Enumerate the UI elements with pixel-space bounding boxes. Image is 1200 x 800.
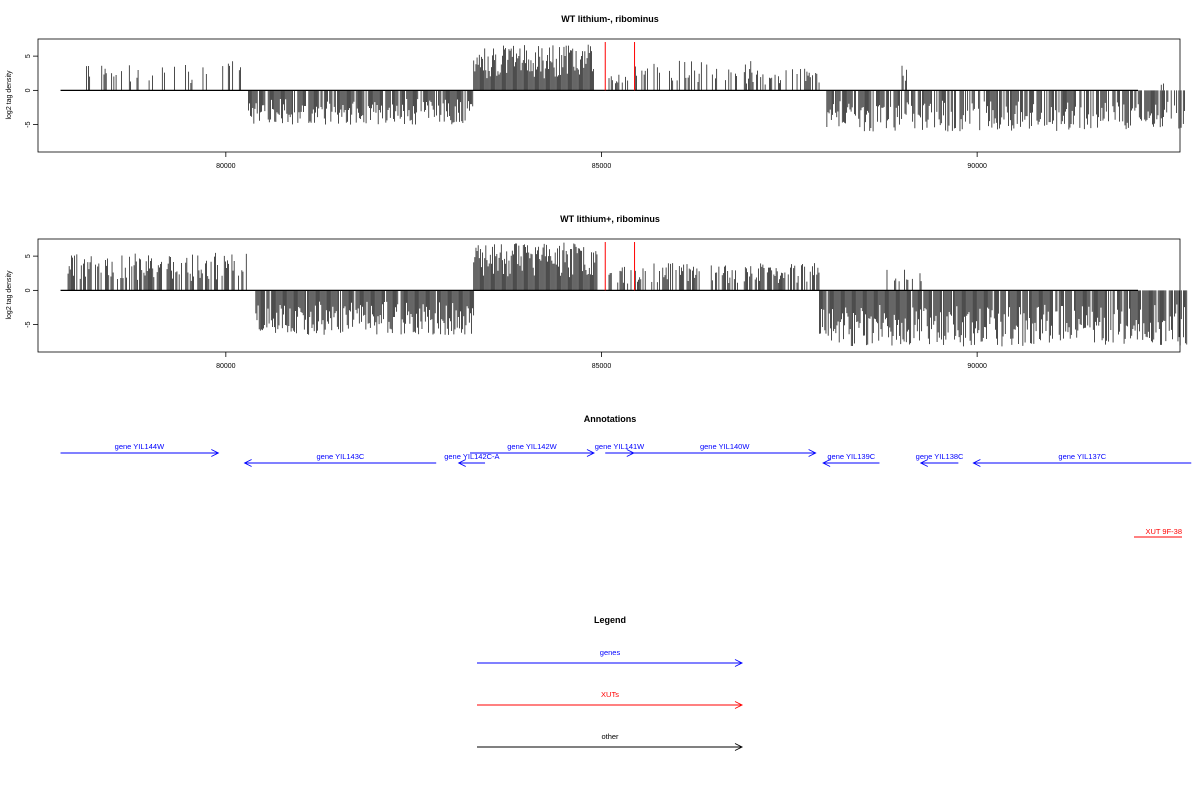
legend-title: Legend <box>594 615 626 625</box>
gene-label: gene YIL140W <box>700 442 750 451</box>
y-tick-label: -5 <box>25 121 32 127</box>
x-tick-label: 80000 <box>216 163 236 170</box>
legend-arrow <box>477 701 744 709</box>
annotations-title: Annotations <box>584 414 637 424</box>
legend: Legend genes XUTs other <box>477 615 744 751</box>
gene-label: gene YIL138C <box>916 452 964 461</box>
legend-arrow <box>477 743 744 751</box>
gene-arrow <box>60 449 220 457</box>
marker-lines <box>604 242 636 291</box>
bar-series <box>60 242 1188 347</box>
legend-arrow <box>477 659 744 667</box>
y-tick-label: 5 <box>25 254 32 258</box>
plot-frame <box>37 38 1181 153</box>
gene-label: gene YIL143C <box>316 452 364 461</box>
axes: 80000 85000 90000 -5 0 5 <box>25 54 987 170</box>
axes: 80000 85000 90000 -5 0 5 <box>25 254 987 370</box>
y-axis-label: log2 tag density <box>6 70 13 120</box>
gene-label: gene YIL142W <box>507 442 557 451</box>
gene-label: gene YIL142C-A <box>444 452 499 461</box>
x-tick-label: 85000 <box>592 163 612 170</box>
gene-arrow <box>243 459 437 467</box>
gene-arrow <box>457 459 486 467</box>
gene-arrow <box>633 449 817 457</box>
x-tick-label: 90000 <box>967 163 987 170</box>
marker-lines <box>604 42 636 91</box>
x-tick-label: 85000 <box>592 363 612 370</box>
y-tick-label: 5 <box>25 54 32 58</box>
x-tick-label: 80000 <box>216 363 236 370</box>
gene-arrow <box>919 459 959 467</box>
xut-label: XUT 9F-38 <box>1145 527 1182 536</box>
gene-label: gene YIL141W <box>595 442 645 451</box>
track-title: WT lithium-, ribominus <box>561 14 659 24</box>
y-tick-label: -5 <box>25 321 32 327</box>
track-title: WT lithium+, ribominus <box>560 214 660 224</box>
y-axis-label: log2 tag density <box>6 270 13 320</box>
annotations-track: Annotations gene YIL144W gene YIL143C gene… <box>60 414 1192 538</box>
track-panel-lithium-minus: WT lithium-, ribominus log2 tag density … <box>6 14 1185 170</box>
y-tick-label: 0 <box>25 288 32 292</box>
gene-label: gene YIL137C <box>1058 452 1106 461</box>
x-tick-label: 90000 <box>967 363 987 370</box>
gene-label: gene YIL144W <box>115 442 165 451</box>
legend-item-label: genes <box>600 648 621 657</box>
legend-item-label: other <box>601 732 619 741</box>
track-panel-lithium-plus: WT lithium+, ribominus log2 tag density … <box>6 214 1188 370</box>
legend-item-label: XUTs <box>601 690 619 699</box>
y-tick-label: 0 <box>25 88 32 92</box>
bar-series <box>60 44 1185 132</box>
gene-label: gene YIL139C <box>827 452 875 461</box>
gene-arrow <box>822 459 880 467</box>
gene-arrow <box>972 459 1192 467</box>
gene-arrow <box>470 449 595 457</box>
